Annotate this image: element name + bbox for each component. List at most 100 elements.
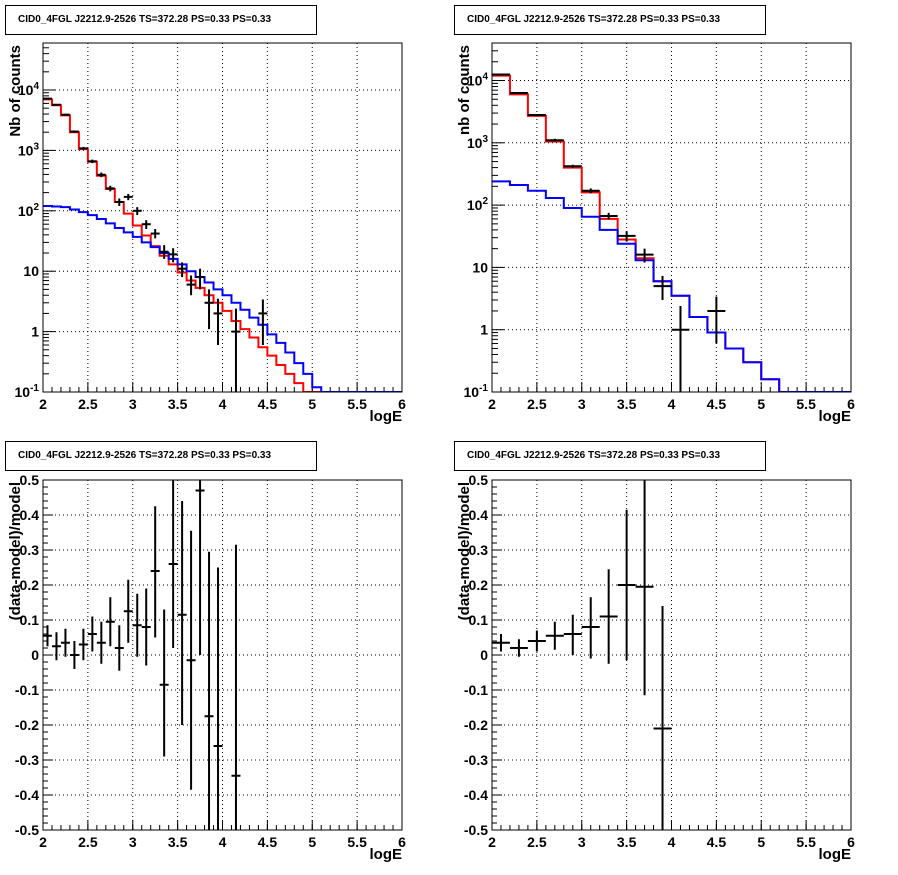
x-tick-label: 5.5 — [347, 396, 367, 412]
data-point — [105, 185, 115, 192]
data-point — [141, 220, 151, 229]
data-point — [213, 298, 223, 345]
data-point — [78, 146, 88, 150]
y-tick-label: 0.5 — [469, 472, 489, 488]
data-point — [96, 621, 106, 664]
residual-chart-left: 2 2.5 3 3.5 4 4.5 5 5.5 6 -0.5 -0.4 -0.3 -0.2 -0.1 0 0.… — [7, 472, 406, 863]
x-tick-label: 4.5 — [258, 834, 278, 850]
data-point — [43, 97, 52, 100]
x-tick-label: 3 — [578, 834, 586, 850]
counts-chart-left: 2 2.5 3 3.5 4 4.5 5 5.5 6 10-1 1 10 102 103 104 logE Nb … — [7, 42, 406, 425]
data-point — [114, 198, 124, 207]
y-tick-label: -0.1 — [15, 682, 39, 698]
y-tick-label: 0.4 — [20, 507, 40, 523]
x-tick-label: 3.5 — [168, 396, 188, 412]
y-tick-label: 0.2 — [469, 577, 489, 593]
counts-chart-right: 2 2.5 3 3.5 4 4.5 5 5.5 6 10-1 1 10 102 103 104 logE nb … — [456, 42, 855, 425]
data-point — [599, 569, 618, 664]
x-tick-label: 2 — [39, 396, 47, 412]
data-point — [204, 551, 214, 830]
x-tick-label: 5.5 — [347, 834, 367, 850]
x-tick-label: 3.5 — [617, 396, 637, 412]
y-tick-label: -0.2 — [464, 717, 488, 733]
x-tick-label: 4 — [668, 834, 676, 850]
chart-title: CID0_4FGL J2212.9-2526 TS=372.28 PS=0.33… — [5, 5, 317, 35]
x-tick-label: 5 — [757, 396, 765, 412]
y-tick-label: 0.2 — [20, 577, 40, 593]
data-point — [177, 501, 187, 725]
x-axis-label: logE — [370, 846, 403, 863]
y-tick-label: 0.3 — [20, 542, 40, 558]
data-point — [51, 632, 61, 661]
chart-title: CID0_4FGL J2212.9-2526 TS=372.28 PS=0.33… — [454, 441, 766, 471]
data-point — [653, 606, 672, 830]
data-point — [132, 593, 142, 657]
data-point — [141, 588, 151, 666]
data-point — [492, 73, 510, 76]
data-point — [51, 103, 61, 106]
y-tick-label: -0.4 — [464, 787, 488, 803]
data-point — [617, 509, 636, 661]
y-tick-label: 10-1 — [15, 383, 40, 400]
plot-area — [43, 480, 241, 830]
data-point — [671, 306, 690, 392]
chart-title: CID0_4FGL J2212.9-2526 TS=372.28 PS=0.33… — [454, 5, 766, 35]
x-tick-label: 6 — [398, 396, 406, 412]
plot-frame — [491, 479, 852, 831]
x-tick-label: 5 — [757, 834, 765, 850]
data-point — [159, 609, 169, 757]
residual-panel-left: 2 2.5 3 3.5 4 4.5 5 5.5 6 -0.5 -0.4 -0.3 -0.2 -0.1 0 0.… — [0, 437, 449, 875]
plot-area — [43, 97, 402, 392]
x-tick-label: 4 — [668, 396, 676, 412]
data-point — [123, 193, 133, 201]
x-tick-label: 3 — [129, 834, 137, 850]
data-point — [213, 567, 223, 830]
plot-frame — [42, 42, 403, 393]
x-tick-label: 6 — [847, 396, 855, 412]
data-point — [231, 308, 241, 392]
data-point — [581, 597, 600, 659]
data-point — [527, 630, 546, 652]
y-tick-label: 104 — [18, 81, 40, 98]
x-tick-label: 5.5 — [796, 834, 816, 850]
y-tick-label: -0.5 — [464, 822, 488, 838]
data-point — [509, 639, 528, 657]
data-point — [204, 289, 214, 330]
y-tick-label: 102 — [18, 202, 40, 219]
y-axis-label: Nb of counts — [7, 45, 24, 137]
x-tick-label: 6 — [847, 834, 855, 850]
y-axis-label: (data-model)/model — [7, 482, 24, 620]
y-axis-label: nb of counts — [456, 45, 473, 135]
residual-chart-right: 2 2.5 3 3.5 4 4.5 5 5.5 6 -0.5 -0.4 -0.3 -0.2 -0.1 0 0.… — [456, 472, 855, 863]
data-point — [168, 480, 178, 648]
x-tick-label: 4.5 — [707, 396, 727, 412]
y-tick-label: 10 — [472, 259, 488, 275]
data-point — [509, 92, 528, 95]
x-tick-label: 2.5 — [527, 834, 547, 850]
data-point — [258, 299, 268, 345]
data-point — [186, 530, 196, 790]
data-point — [195, 480, 205, 655]
data-point — [492, 634, 510, 652]
x-tick-label: 3 — [129, 396, 137, 412]
y-tick-label: 0.3 — [469, 542, 489, 558]
y-tick-label: -0.2 — [15, 717, 39, 733]
x-tick-label: 2 — [488, 834, 496, 850]
data-point — [231, 544, 241, 830]
x-tick-label: 3 — [578, 396, 586, 412]
x-tick-label: 4 — [219, 396, 227, 412]
y-tick-label: 10-1 — [464, 383, 489, 400]
data-point — [78, 628, 88, 661]
data-point — [545, 621, 564, 650]
data-point — [114, 625, 124, 671]
y-tick-label: -0.4 — [15, 787, 39, 803]
y-tick-label: 0 — [480, 647, 488, 663]
data-point — [563, 614, 582, 655]
y-axis-label: (data-model)/model — [456, 482, 473, 620]
y-tick-label: 0.1 — [469, 612, 489, 628]
x-tick-label: 2 — [39, 834, 47, 850]
data-point — [69, 641, 79, 669]
y-tick-label: -0.1 — [464, 682, 488, 698]
y-tick-label: 0.4 — [469, 507, 489, 523]
data-point — [177, 262, 187, 278]
